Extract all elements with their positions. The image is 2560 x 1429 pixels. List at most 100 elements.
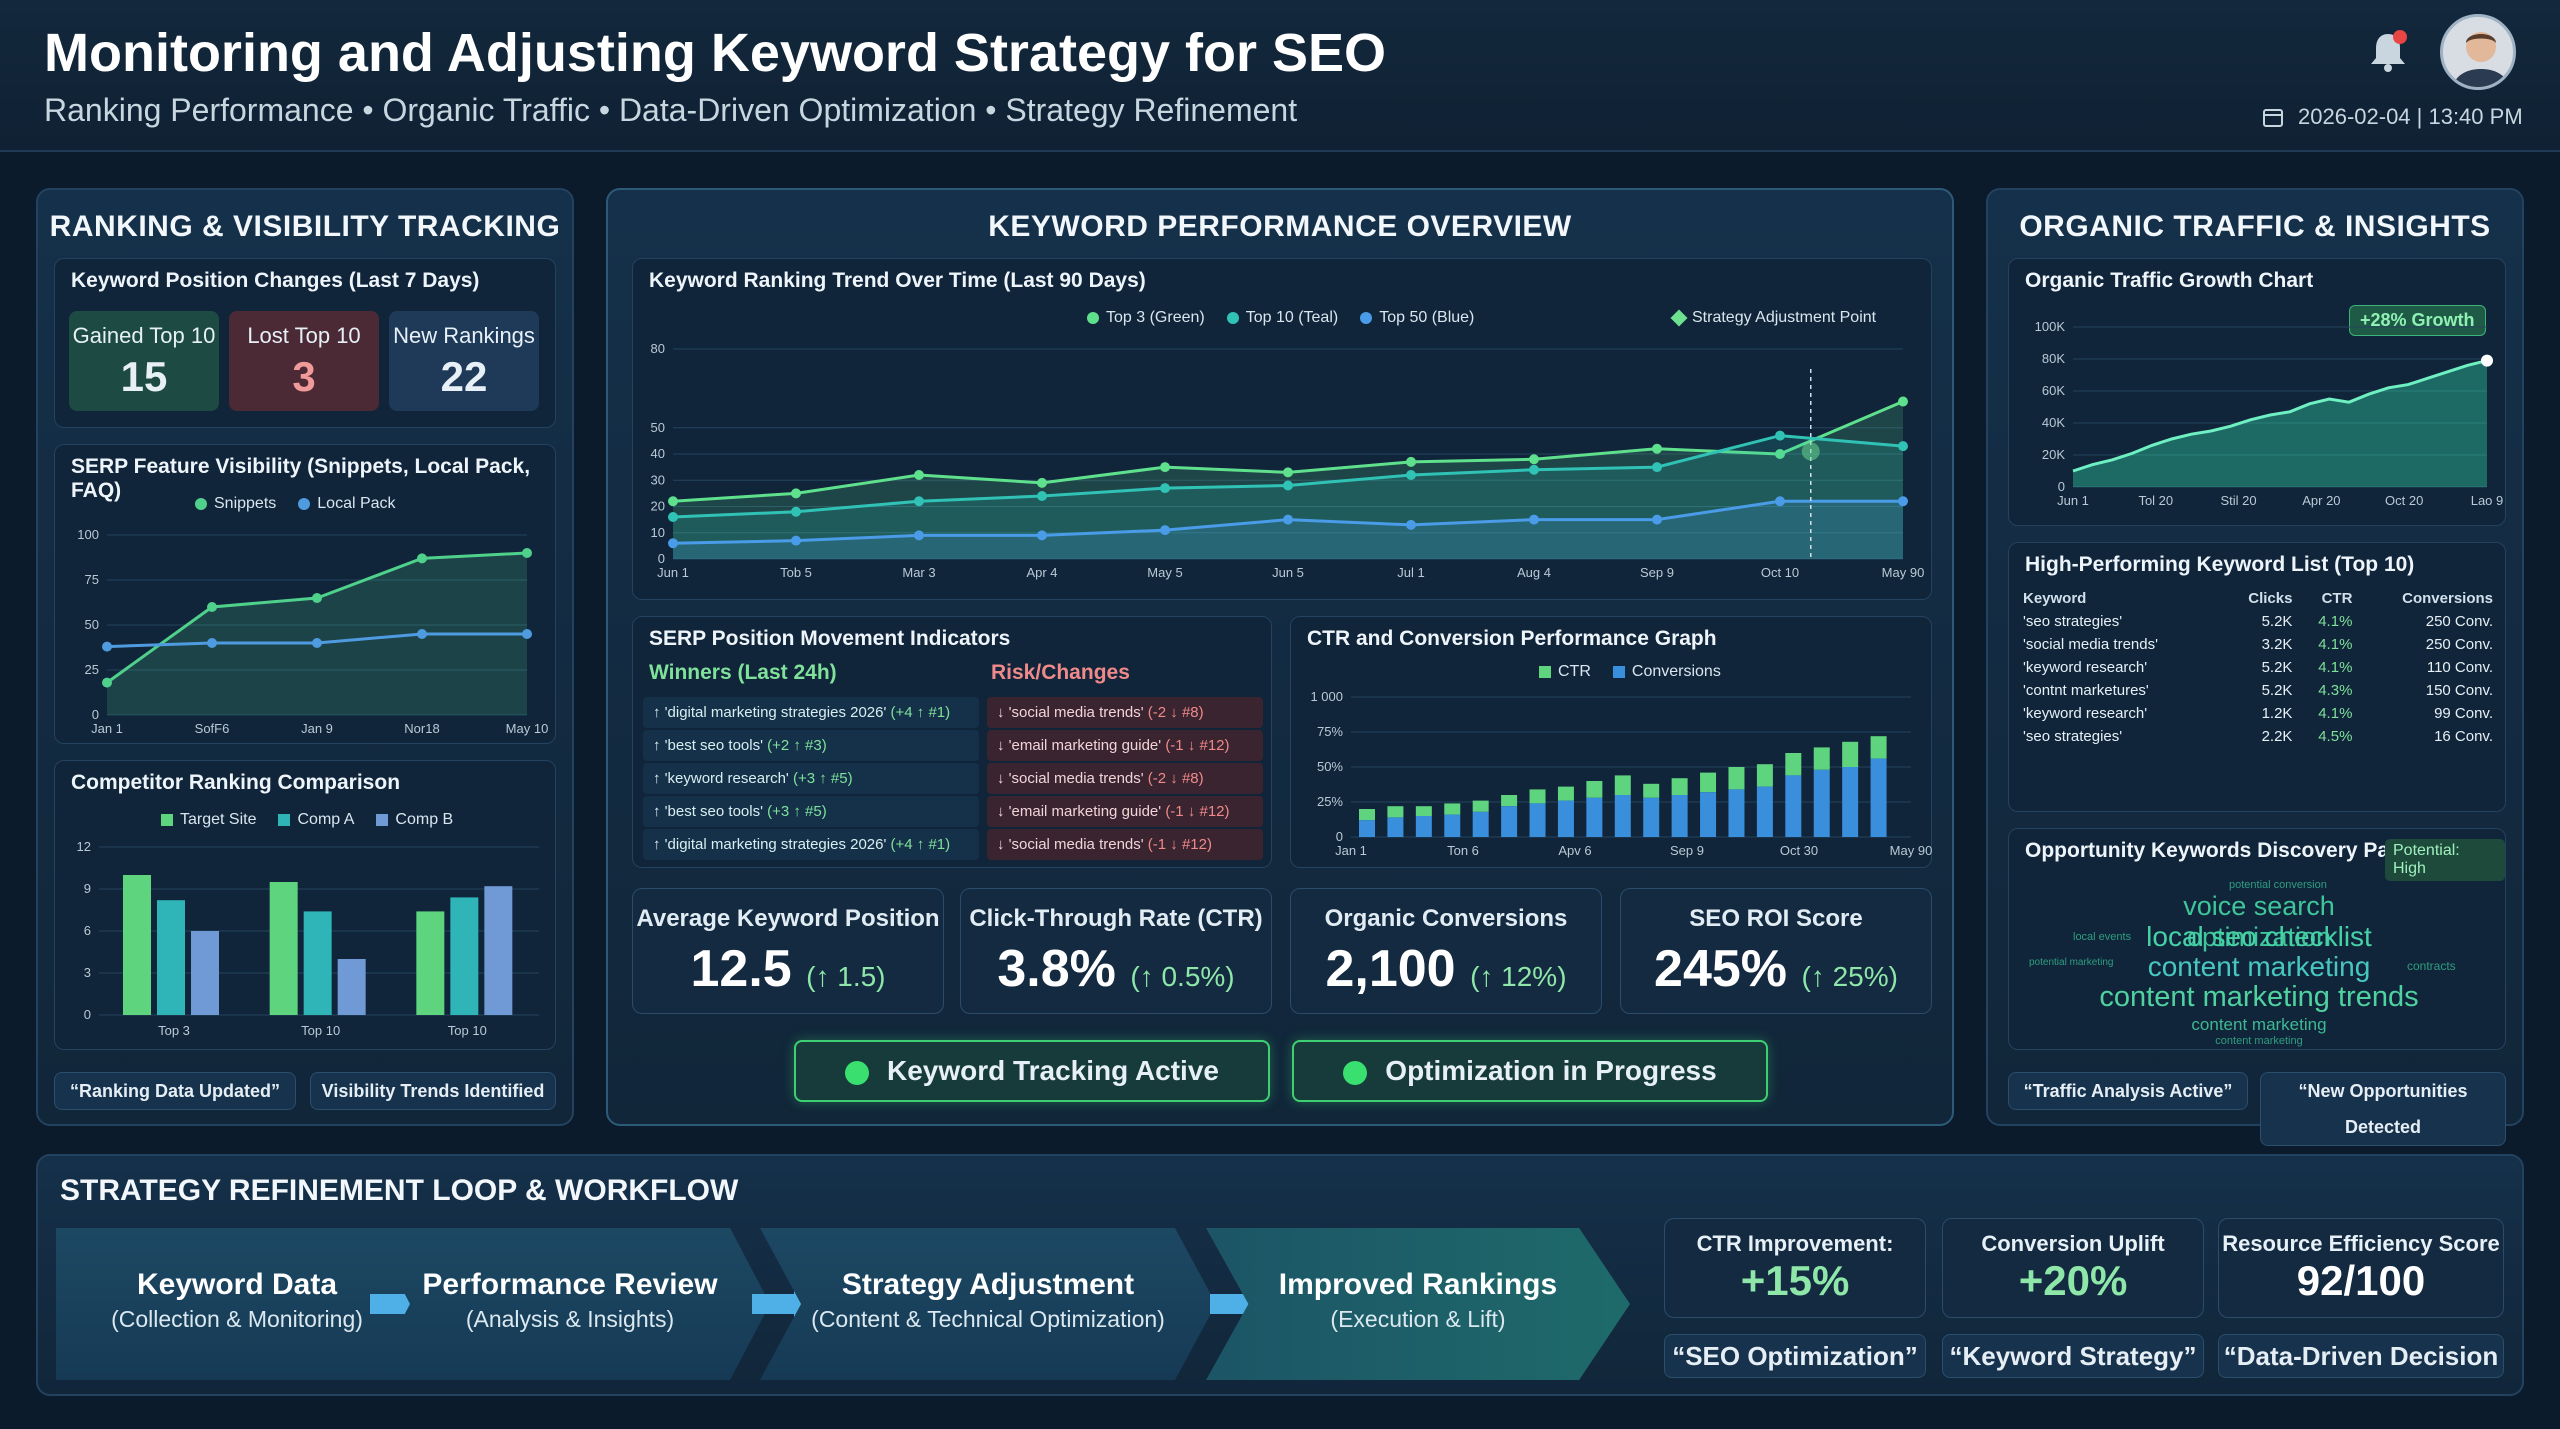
gained-top10-card: Gained Top 10 15 [69,311,219,411]
comp-y-tick: 6 [84,923,91,938]
status-dot [1343,1060,1368,1085]
status-dot [845,1060,870,1085]
serp-snippets-point [417,553,427,564]
traffic-growth-card: Organic Traffic Growth Chart +28% Growth… [2008,258,2506,526]
cloud-word[interactable]: content marketing [2191,1015,2327,1034]
comp-bar [450,897,479,1015]
trend-top10-point [791,506,801,517]
trend-top10-point [1406,470,1416,480]
serp-y-tick: 75 [85,572,99,587]
workflow-step-performance-review[interactable]: Performance Review (Analysis & Insights) [370,1228,770,1380]
serp-movement-card: SERP Position Movement Indicators Winner… [632,616,1272,868]
trend-y-tick: 10 [651,525,665,540]
serp-localpack-point [207,638,217,648]
table-row[interactable]: 'keyword research' 5.2K 4.1% 110 Conv. [2023,659,2493,676]
trend-top3-point [1652,443,1662,454]
kpi-conversions: Organic Conversions 2,100 (↑ 12%) [1290,888,1602,1014]
traffic-x-tick: Apr 20 [2302,493,2340,508]
kpi-avg-position: Average Keyword Position 12.5 (↑ 1.5) [632,888,944,1014]
comp-bar [157,900,185,1015]
ctr-x-tick: Jan 1 [1335,843,1367,858]
serp-localpack-point [312,638,322,648]
table-row[interactable]: 'seo strategies' 2.2K 4.5% 16 Conv. [2023,728,2493,745]
cloud-word[interactable]: local events [2073,931,2132,943]
cloud-word[interactable]: content marketing [2147,951,2371,982]
cloud-word[interactable]: local seo checklist [2146,921,2372,952]
panel-title: ORGANIC TRAFFIC & INSIGHTS [2019,210,2491,243]
legend-conversions: Conversions [1612,663,1721,681]
trend-top50-point [1898,496,1908,507]
conversion-bar [1586,797,1603,837]
keyword-table: Keyword Clicks CTR Conversions 'seo strateg… [2019,587,2497,748]
comp-y-tick: 3 [84,965,91,980]
status-optimization[interactable]: Optimization in Progress [1292,1040,1768,1102]
risk-list: ↓ 'social media trends' (-2 ↓ #8) ↓ 'ema… [987,697,1263,862]
winners-title: Winners (Last 24h) [649,661,837,684]
list-item: ↓ 'social media trends' (-1 ↓ #12) [987,829,1263,860]
ctr-bar [1813,747,1830,770]
metric-conversion-uplift: Conversion Uplift +20% [1942,1218,2204,1318]
table-row[interactable]: 'social media trends' 3.2K 4.1% 250 Conv. [2023,636,2493,653]
ctr-bar [1756,764,1773,787]
avatar[interactable] [2440,14,2516,90]
ctr-bar [1586,781,1603,798]
page-title: Monitoring and Adjusting Keyword Strateg… [44,23,1387,83]
cloud-word[interactable]: content marketing trends [2099,981,2419,1013]
adjust-legend: Strategy Adjustment Point [1670,309,1876,327]
trend-top3-point [914,470,924,480]
ctr-y-tick: 1 000 [1310,689,1343,704]
lost-label: Lost Top 10 [247,323,361,348]
trend-y-tick: 20 [651,499,665,514]
trend-top10-point [914,496,924,507]
traffic-growth-title: Organic Traffic Growth Chart [2025,269,2314,292]
list-item: ↓ 'social media trends' (-2 ↓ #8) [987,697,1263,728]
traffic-y-tick: 20K [2042,447,2065,462]
cloud-word[interactable]: potential marketing [2029,957,2114,968]
serp-y-tick: 50 [85,617,99,632]
traffic-x-tick: Lao 9 [2471,493,2504,508]
comp-bar [123,875,151,1015]
conversion-bar [1785,775,1802,837]
table-row[interactable]: 'keyword research' 1.2K 4.1% 99 Conv. [2023,705,2493,722]
legend-snippets: Snippets [195,495,276,513]
table-row[interactable]: 'contnt marketures' 5.2K 4.3% 150 Conv. [2023,682,2493,699]
serp-x-tick: Jan 1 [91,721,123,736]
legend-top50: Top 50 (Blue) [1360,309,1474,327]
conversion-bar [1472,811,1489,837]
workflow-step-strategy-adjustment[interactable]: Strategy Adjustment (Content & Technical … [760,1228,1216,1380]
workflow-step-keyword-data[interactable]: Keyword Data (Collection & Monitoring) [56,1228,418,1380]
kpi-roi: SEO ROI Score 245% (↑ 25%) [1620,888,1932,1014]
cloud-word[interactable]: content marketing [2215,1035,2303,1047]
table-row[interactable]: 'seo strategies' 5.2K 4.1% 250 Conv. [2023,613,2493,630]
risk-title: Risk/Changes [991,661,1130,684]
comp-y-tick: 9 [84,881,91,896]
traffic-area [2073,360,2487,487]
conversion-bar [1756,786,1773,837]
potential-badge: Potential: High [2385,839,2505,881]
metric-ctr-improvement: CTR Improvement: +15% [1664,1218,1926,1318]
conversion-bar [1700,792,1717,837]
trend-top10-point [1283,480,1293,491]
workflow-step-improved-rankings[interactable]: Improved Rankings (Execution & Lift) [1206,1228,1630,1380]
comp-bar [416,911,445,1015]
cloud-word[interactable]: contracts [2407,959,2456,973]
serp-visibility-card: SERP Feature Visibility (Snippets, Local… [54,444,556,744]
ctr-bar [1728,767,1745,790]
serp-y-tick: 100 [77,527,99,542]
serp-snippets-point [102,677,112,688]
trend-x-tick: Sep 9 [1640,565,1674,580]
comp-bar [303,911,332,1015]
conversion-bar [1557,800,1574,837]
list-item: ↓ 'email marketing guide' (-1 ↓ #12) [987,796,1263,827]
opportunity-card: Opportunity Keywords Discovery Panel Pot… [2008,828,2506,1050]
list-item: ↓ 'email marketing guide' (-1 ↓ #12) [987,730,1263,761]
cloud-word[interactable]: voice search optimization [2183,891,2335,952]
serp-y-tick: 0 [92,707,99,722]
ctr-bar [1472,800,1489,812]
trend-top50-point [1037,530,1047,541]
status-tracking-active[interactable]: Keyword Tracking Active [794,1040,1270,1102]
cloud-word[interactable]: potential conversion [2229,879,2327,891]
bell-icon[interactable] [2368,28,2408,74]
position-changes-title: Keyword Position Changes (Last 7 Days) [71,269,480,292]
ctr-conversion-title: CTR and Conversion Performance Graph [1307,627,1717,650]
